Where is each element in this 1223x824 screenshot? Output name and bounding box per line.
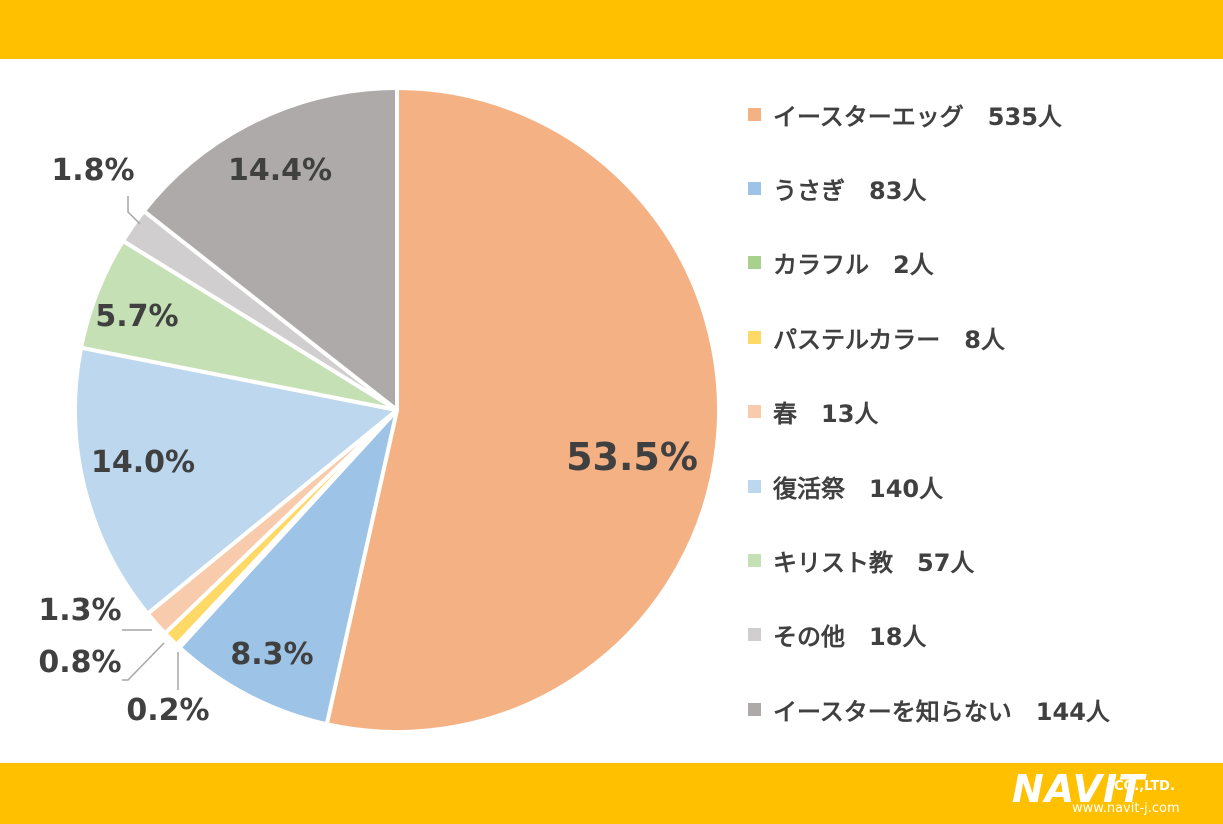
legend-swatch (748, 107, 761, 121)
legend-swatch (748, 553, 761, 567)
navit-logo: NAVIT CO.,LTD. www.navit-j.com (1012, 767, 1218, 821)
legend-swatch (748, 256, 761, 270)
slice-label-1: 53.5% (566, 435, 698, 479)
legend-item-7: キリスト教 57人 (748, 540, 974, 580)
logo-suffix: CO.,LTD. (1114, 779, 1175, 794)
bottom-banner (0, 763, 1223, 824)
pie-slice-9 (141, 86, 399, 412)
legend-label: カラフル 2人 (773, 251, 934, 280)
slice-label-3: 0.2% (126, 693, 209, 728)
slice-label-8: 1.8% (51, 153, 134, 188)
legend-swatch (748, 405, 761, 419)
legend-swatch (748, 628, 761, 642)
slice-label-7: 5.7% (95, 299, 178, 334)
slice-label-9: 14.4% (228, 153, 332, 188)
logo-url: www.navit-j.com (1072, 801, 1180, 816)
legend-label: イースターを知らない 144人 (773, 697, 1110, 726)
legend-label: その他 18人 (773, 623, 927, 652)
leader-line-8 (127, 196, 141, 225)
pie-slice-6 (73, 345, 399, 616)
legend-item-9: イースターを知らない 144人 (748, 689, 1110, 729)
legend-label: うさぎ 83人 (773, 176, 927, 205)
pie-slice-1 (324, 86, 721, 734)
legend-label: パステルカラー 8人 (773, 325, 1005, 354)
logo-wordmark: NAVIT (1012, 767, 1146, 811)
slice-label-5: 1.3% (38, 593, 121, 628)
legend-swatch (748, 479, 761, 493)
legend-swatch (748, 330, 761, 344)
slice-label-6: 14.0% (91, 445, 195, 480)
legend-item-6: 復活祭 140人 (748, 466, 943, 506)
legend-item-3: カラフル 2人 (748, 243, 934, 283)
legend-item-4: パステルカラー 8人 (748, 317, 1005, 357)
legend-item-8: その他 18人 (748, 615, 926, 655)
legend-item-2: うさぎ 83人 (748, 168, 926, 208)
percentage-labels: 53.5% 8.3% 0.2%0.8% 1.3% 14.0% 5.7% 1.8% 14.4% (38, 153, 698, 728)
slice-label-2: 8.3% (230, 637, 313, 672)
leader-line-4 (122, 642, 165, 681)
legend-label: 復活祭 140人 (773, 474, 944, 503)
legend-item-1: イースターエッグ 535人 (748, 94, 1062, 134)
pie-slices (73, 86, 721, 734)
legend-item-5: 春 13人 (748, 392, 878, 432)
legend-label: イースターエッグ 535人 (773, 102, 1062, 131)
top-banner (0, 0, 1223, 59)
legend-swatch (748, 181, 761, 195)
legend-swatch (748, 702, 761, 716)
legend-label: 春 13人 (773, 400, 879, 429)
leader-lines (122, 196, 179, 690)
legend-label: キリスト教 57人 (773, 548, 975, 577)
pie-slice-2 (177, 408, 399, 727)
slice-label-4: 0.8% (38, 645, 121, 680)
